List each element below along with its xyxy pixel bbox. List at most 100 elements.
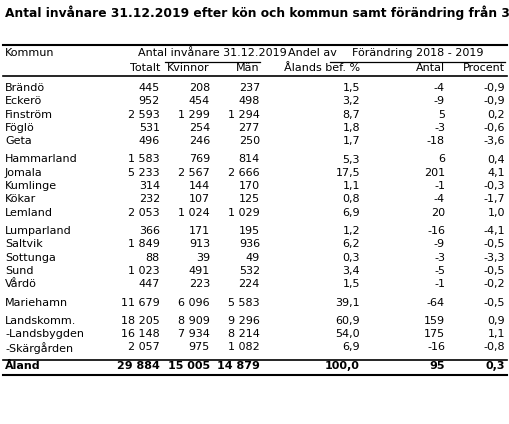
Text: -0,6: -0,6 xyxy=(483,123,504,133)
Text: 445: 445 xyxy=(138,83,160,93)
Text: 171: 171 xyxy=(188,226,210,236)
Text: Mariehamn: Mariehamn xyxy=(5,298,68,307)
Text: 4,1: 4,1 xyxy=(487,168,504,178)
Text: 223: 223 xyxy=(188,279,210,289)
Text: -16: -16 xyxy=(426,343,444,352)
Text: -9: -9 xyxy=(433,239,444,249)
Text: 8 909: 8 909 xyxy=(178,316,210,326)
Text: 5 583: 5 583 xyxy=(228,298,260,307)
Text: 0,4: 0,4 xyxy=(487,154,504,165)
Text: Åland: Åland xyxy=(5,361,41,371)
Text: Män: Män xyxy=(236,63,260,73)
Text: 201: 201 xyxy=(423,168,444,178)
Text: 769: 769 xyxy=(188,154,210,165)
Text: -0,3: -0,3 xyxy=(483,181,504,191)
Text: 246: 246 xyxy=(188,136,210,146)
Text: 16 148: 16 148 xyxy=(121,329,160,339)
Text: Kumlinge: Kumlinge xyxy=(5,181,57,191)
Text: 39: 39 xyxy=(195,253,210,262)
Text: Lemland: Lemland xyxy=(5,208,53,218)
Text: 2 567: 2 567 xyxy=(178,168,210,178)
Text: 107: 107 xyxy=(188,194,210,204)
Text: 208: 208 xyxy=(188,83,210,93)
Text: Procent: Procent xyxy=(462,63,504,73)
Text: 1,1: 1,1 xyxy=(342,181,359,191)
Text: Andel av: Andel av xyxy=(288,48,336,58)
Text: 1,2: 1,2 xyxy=(342,226,359,236)
Text: 5,3: 5,3 xyxy=(342,154,359,165)
Text: 2 666: 2 666 xyxy=(228,168,260,178)
Text: 6 096: 6 096 xyxy=(178,298,210,307)
Text: 1 849: 1 849 xyxy=(128,239,160,249)
Text: 936: 936 xyxy=(238,239,260,249)
Text: 6,2: 6,2 xyxy=(342,239,359,249)
Text: 498: 498 xyxy=(238,96,260,106)
Text: 2 053: 2 053 xyxy=(128,208,160,218)
Text: 0,3: 0,3 xyxy=(342,253,359,262)
Text: 29 884: 29 884 xyxy=(117,361,160,371)
Text: -16: -16 xyxy=(426,226,444,236)
Text: 1,8: 1,8 xyxy=(342,123,359,133)
Text: -Skärgården: -Skärgården xyxy=(5,343,73,354)
Text: 175: 175 xyxy=(423,329,444,339)
Text: 277: 277 xyxy=(238,123,260,133)
Text: 1 082: 1 082 xyxy=(228,343,260,352)
Text: 237: 237 xyxy=(238,83,260,93)
Text: 314: 314 xyxy=(138,181,160,191)
Text: -64: -64 xyxy=(426,298,444,307)
Text: Kvinnor: Kvinnor xyxy=(167,63,210,73)
Text: Saltvik: Saltvik xyxy=(5,239,43,249)
Text: 1,1: 1,1 xyxy=(487,329,504,339)
Text: -0,5: -0,5 xyxy=(483,298,504,307)
Text: Lumparland: Lumparland xyxy=(5,226,72,236)
Text: -1: -1 xyxy=(433,181,444,191)
Text: -4: -4 xyxy=(433,83,444,93)
Text: -3: -3 xyxy=(433,253,444,262)
Text: -1: -1 xyxy=(433,279,444,289)
Text: Antal invånare 31.12.2019 efter kön och kommun samt förändring från 31.12.2018: Antal invånare 31.12.2019 efter kön och … xyxy=(5,5,509,20)
Text: 1,5: 1,5 xyxy=(342,83,359,93)
Text: -3,3: -3,3 xyxy=(483,253,504,262)
Text: 0,2: 0,2 xyxy=(487,109,504,120)
Text: 159: 159 xyxy=(423,316,444,326)
Text: 18 205: 18 205 xyxy=(121,316,160,326)
Text: 1,7: 1,7 xyxy=(342,136,359,146)
Text: -0,5: -0,5 xyxy=(483,266,504,276)
Text: 491: 491 xyxy=(188,266,210,276)
Text: 1 029: 1 029 xyxy=(228,208,260,218)
Text: -4,1: -4,1 xyxy=(483,226,504,236)
Text: -0,9: -0,9 xyxy=(483,83,504,93)
Text: 5: 5 xyxy=(437,109,444,120)
Text: 0,3: 0,3 xyxy=(485,361,504,371)
Text: Finström: Finström xyxy=(5,109,53,120)
Text: 1 024: 1 024 xyxy=(178,208,210,218)
Text: 1 583: 1 583 xyxy=(128,154,160,165)
Text: 496: 496 xyxy=(138,136,160,146)
Text: 532: 532 xyxy=(238,266,260,276)
Text: 54,0: 54,0 xyxy=(335,329,359,339)
Text: 15 005: 15 005 xyxy=(167,361,210,371)
Text: 531: 531 xyxy=(139,123,160,133)
Text: 232: 232 xyxy=(138,194,160,204)
Text: 454: 454 xyxy=(188,96,210,106)
Text: Kommun: Kommun xyxy=(5,48,54,58)
Text: Förändring 2018 - 2019: Förändring 2018 - 2019 xyxy=(351,48,483,58)
Text: -5: -5 xyxy=(433,266,444,276)
Text: 11 679: 11 679 xyxy=(121,298,160,307)
Text: -1,7: -1,7 xyxy=(483,194,504,204)
Text: -9: -9 xyxy=(433,96,444,106)
Text: 3,4: 3,4 xyxy=(342,266,359,276)
Text: 49: 49 xyxy=(245,253,260,262)
Text: 195: 195 xyxy=(238,226,260,236)
Text: -3: -3 xyxy=(433,123,444,133)
Text: -0,5: -0,5 xyxy=(483,239,504,249)
Text: 6,9: 6,9 xyxy=(342,343,359,352)
Text: Landskomm.: Landskomm. xyxy=(5,316,76,326)
Text: Hammarland: Hammarland xyxy=(5,154,77,165)
Text: 5 233: 5 233 xyxy=(128,168,160,178)
Text: Jomala: Jomala xyxy=(5,168,43,178)
Text: -0,8: -0,8 xyxy=(483,343,504,352)
Text: 2 593: 2 593 xyxy=(128,109,160,120)
Text: 14 879: 14 879 xyxy=(217,361,260,371)
Text: 6: 6 xyxy=(437,154,444,165)
